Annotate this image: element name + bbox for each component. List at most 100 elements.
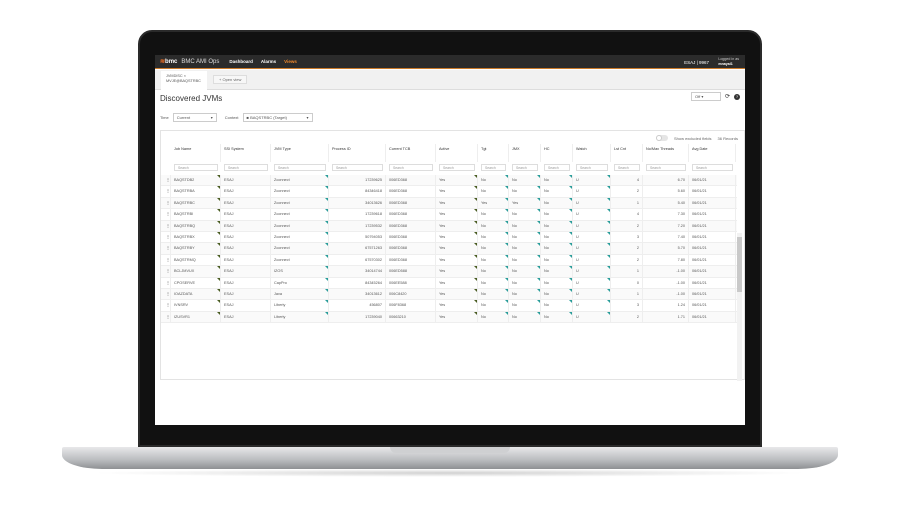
table-cell: BAQSTRMQ — [171, 254, 221, 266]
column-search-input[interactable]: Search — [274, 164, 326, 171]
table-cell: 5.70 — [643, 243, 689, 255]
row-menu-icon[interactable]: ⋮ — [163, 175, 171, 186]
table-row[interactable]: ⋮ CPOSERVE ESAJ CapPro 84345264 006EE588 Yes No… — [161, 277, 737, 289]
row-menu-icon[interactable]: ⋮ — [163, 289, 171, 300]
user-menu[interactable]: Logged in as mnayal1 — [718, 57, 739, 66]
row-menu-icon[interactable]: ⋮ — [163, 277, 171, 289]
table-cell: No — [478, 209, 509, 221]
column-search-input[interactable]: Search — [332, 164, 383, 171]
column-header[interactable]: Lst Cnt — [611, 144, 643, 162]
column-search-input[interactable]: Search — [576, 164, 608, 171]
column-search-input[interactable]: Search — [389, 164, 433, 171]
table-cell: BAQSTRBQ — [171, 220, 221, 232]
column-search-input[interactable]: Search — [614, 164, 640, 171]
context-select[interactable]: ■ BAQSTRBC (Target) ▾ — [242, 113, 313, 122]
table-cell: 06/01/21 — [689, 209, 736, 221]
nav-views[interactable]: Views — [284, 59, 297, 64]
table-cell: No — [541, 220, 573, 232]
show-excluded-toggle[interactable] — [655, 135, 668, 141]
table-cell: No — [509, 277, 541, 289]
close-icon[interactable]: × — [183, 74, 186, 78]
status-marker-icon — [474, 266, 477, 270]
table-row[interactable]: ⋮ BAQSTRBI ESAJ Zconnect 17239618 006ED368 Yes… — [161, 209, 737, 221]
column-search-input[interactable]: Search — [512, 164, 538, 171]
table-cell: Java — [271, 289, 329, 300]
row-menu-icon[interactable]: ⋮ — [163, 186, 171, 198]
status-marker-icon — [474, 311, 477, 315]
column-header[interactable]: JMX — [509, 144, 541, 162]
table-scrollbar[interactable] — [737, 233, 742, 381]
scrollbar-thumb[interactable] — [737, 237, 742, 292]
table-row[interactable]: ⋮ BAQSTRMQ ESAJ Zconnect 67570302 006ED368 Yes… — [161, 254, 737, 267]
table-row[interactable]: ⋮ BAQSTRBX ESAJ Zconnect 50794053 006ED368 Yes… — [161, 232, 737, 244]
column-header[interactable]: Tgt — [478, 144, 509, 162]
column-search-input[interactable]: Search — [224, 164, 268, 171]
table-row[interactable]: ⋮ IVNSRV ESAJ Liberty 456807 006F8368 Yes No No N… — [161, 300, 737, 312]
column-header[interactable]: JVM Type — [271, 144, 329, 162]
column-header[interactable]: HC — [541, 144, 573, 162]
table-cell: U — [573, 254, 611, 266]
column-header[interactable]: SSI System — [221, 144, 271, 162]
table-toolbar: Show excluded fields 36 Records — [655, 135, 738, 141]
table-row[interactable]: ⋮ BAQSTRBA ESAJ Zconnect 84346418 006ED368 Yes… — [161, 186, 737, 198]
status-marker-icon — [474, 209, 477, 213]
column-search-input[interactable]: Search — [439, 164, 475, 171]
table-cell: No — [541, 232, 573, 243]
nav-alarms[interactable]: Alarms — [260, 59, 277, 64]
column-search-input[interactable]: Search — [544, 164, 570, 171]
table-row[interactable]: ⋮ IZUSVR1 ESAJ Liberty 17239040 00663210 Yes No… — [161, 311, 737, 324]
table-row[interactable]: ⋮ BAQSTRBQ ESAJ Zconnect 17239532 006ED368 Yes… — [161, 220, 737, 232]
table-row[interactable]: ⋮ BAQSTRBC ESAJ Zconnect 34013626 006ED368 Yes… — [161, 197, 737, 210]
column-search-input[interactable]: Search — [692, 164, 733, 171]
column-header[interactable]: Process ID — [329, 144, 386, 162]
column-header[interactable]: Job Name — [171, 144, 221, 162]
row-menu-icon[interactable]: ⋮ — [163, 220, 171, 232]
table-cell: Zconnect — [271, 197, 329, 209]
table-cell: ESAJ — [221, 254, 271, 266]
table-row[interactable]: ⋮ BCLJMVUX ESAJ IZOS 34014744 006ED588 Yes No No… — [161, 266, 737, 278]
tab-jvmdisc[interactable]: JVMDISC × MVJE@BAQSTRBC — [161, 71, 207, 90]
column-search-input[interactable]: Search — [481, 164, 506, 171]
column-header[interactable]: No/Max Threads — [643, 144, 689, 162]
refresh-select[interactable]: Off ▾ — [690, 92, 721, 101]
column-header[interactable]: Current TCB — [386, 144, 436, 162]
help-icon[interactable]: ? — [734, 93, 740, 100]
status-marker-icon — [217, 197, 220, 201]
status-marker-icon — [325, 277, 328, 281]
status-marker-icon — [474, 243, 477, 247]
column-header[interactable]: Active — [436, 144, 478, 162]
status-marker-icon — [569, 220, 572, 224]
plus-icon: + — [219, 77, 223, 82]
row-menu-icon[interactable]: ⋮ — [163, 254, 171, 266]
column-search-input[interactable]: Search — [646, 164, 686, 171]
status-marker-icon — [607, 289, 610, 292]
status-marker-icon — [505, 197, 508, 201]
open-view-button[interactable]: + Open view — [213, 75, 248, 84]
time-select[interactable]: Current ▾ — [172, 113, 217, 122]
refresh-icon[interactable]: ⟳ — [724, 94, 730, 100]
row-menu-icon[interactable]: ⋮ — [163, 243, 171, 255]
row-menu-icon[interactable]: ⋮ — [163, 311, 171, 323]
table-cell: BAQSTRBY — [171, 243, 221, 255]
column-header[interactable]: Watch — [573, 144, 611, 162]
table-row[interactable]: ⋮ BAQSTDB2 ESAJ Zconnect 17239625 006ED368 Yes… — [161, 175, 737, 187]
context-label: Context — [224, 115, 239, 120]
table-row[interactable]: ⋮ IOAZDATA ESAJ Java 34013612 006C8420 Yes No No… — [161, 289, 737, 301]
table-cell: 67570302 — [329, 254, 386, 266]
status-marker-icon — [569, 209, 572, 213]
row-menu-icon[interactable]: ⋮ — [163, 266, 171, 278]
nav-dashboard[interactable]: Dashboard — [229, 59, 253, 64]
row-menu-icon[interactable]: ⋮ — [163, 300, 171, 312]
row-menu-icon[interactable]: ⋮ — [163, 209, 171, 221]
table-cell: 2 — [611, 186, 643, 198]
column-header[interactable]: Avg Date — [689, 144, 736, 162]
status-marker-icon — [505, 209, 508, 213]
table-cell: Yes — [436, 186, 478, 198]
row-menu-icon[interactable]: ⋮ — [163, 232, 171, 243]
table-cell: Liberty — [271, 311, 329, 323]
table-row[interactable]: ⋮ BAQSTRBY ESAJ Zconnect 67571263 006ED368 Yes… — [161, 243, 737, 255]
table-cell: 7.30 — [643, 209, 689, 221]
column-search-input[interactable]: Search — [174, 164, 218, 171]
row-menu-icon[interactable]: ⋮ — [163, 197, 171, 209]
status-marker-icon — [217, 209, 220, 213]
